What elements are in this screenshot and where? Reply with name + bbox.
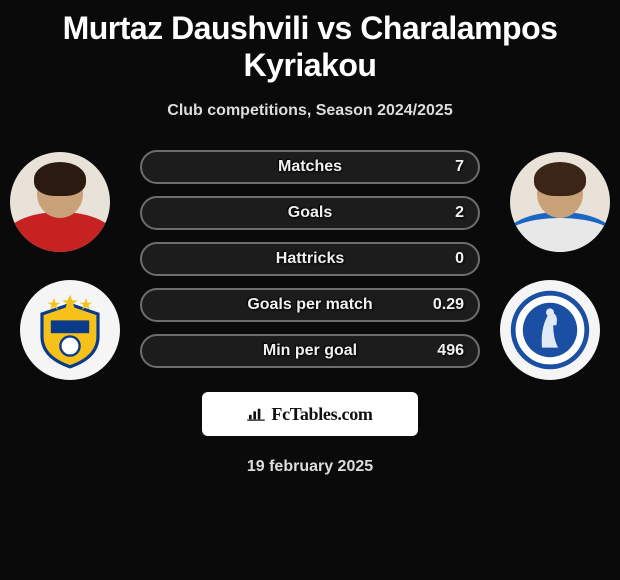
stat-label: Goals	[288, 204, 332, 222]
stat-row-hattricks: Hattricks 0	[140, 242, 480, 276]
club-left-badge	[20, 280, 120, 380]
stat-label: Min per goal	[263, 342, 357, 360]
player-left-avatar	[10, 152, 110, 252]
stat-value-right: 2	[455, 204, 464, 222]
brand-name: FcTables.com	[271, 404, 372, 425]
bar-chart-icon	[247, 407, 265, 421]
apollon-crest-icon	[510, 290, 590, 370]
stat-value-right: 496	[437, 342, 464, 360]
stat-label: Hattricks	[276, 250, 344, 268]
brand-box: FcTables.com	[202, 392, 418, 436]
page-title: Murtaz Daushvili vs Charalampos Kyriakou	[0, 0, 620, 84]
comparison-area: Matches 7 Goals 2 Hattricks 0 Goals per …	[0, 140, 620, 380]
club-right-badge	[500, 280, 600, 380]
stat-label: Goals per match	[247, 296, 372, 314]
player-right-avatar	[510, 152, 610, 252]
stat-value-right: 7	[455, 158, 464, 176]
date-line: 19 february 2025	[0, 458, 620, 476]
stats-list: Matches 7 Goals 2 Hattricks 0 Goals per …	[140, 150, 480, 380]
stat-row-goals: Goals 2	[140, 196, 480, 230]
apoel-crest-icon	[30, 290, 110, 370]
stat-label: Matches	[278, 158, 342, 176]
stat-row-matches: Matches 7	[140, 150, 480, 184]
stat-value-right: 0	[455, 250, 464, 268]
stat-row-min-per-goal: Min per goal 496	[140, 334, 480, 368]
subtitle: Club competitions, Season 2024/2025	[0, 102, 620, 120]
stat-value-right: 0.29	[433, 296, 464, 314]
stat-row-goals-per-match: Goals per match 0.29	[140, 288, 480, 322]
